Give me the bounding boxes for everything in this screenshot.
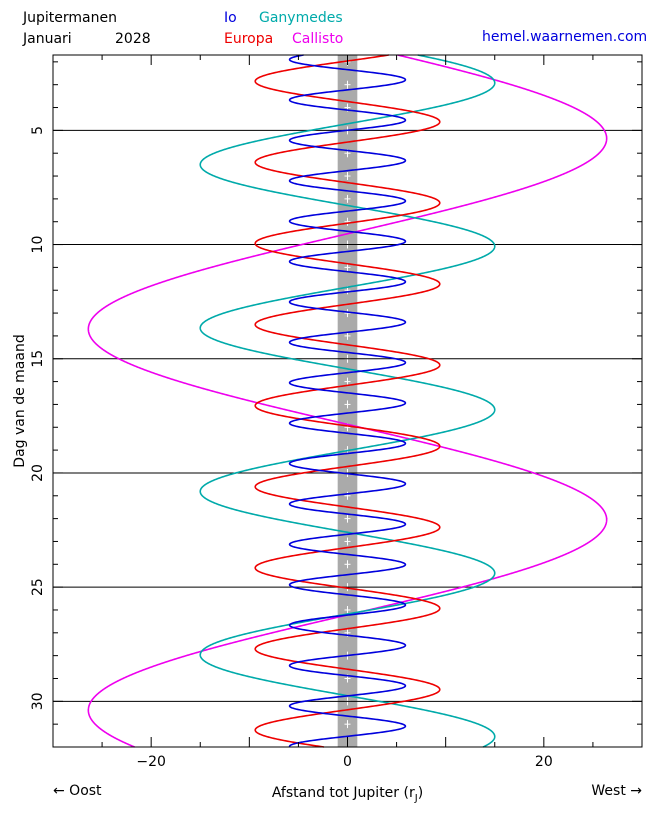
- legend-io: Io: [224, 10, 237, 26]
- year-label: 2028: [115, 31, 151, 47]
- ytick-label-25: 25: [30, 578, 46, 596]
- footer-east-label: ← Oost: [53, 783, 102, 799]
- legend-callisto: Callisto: [292, 31, 344, 47]
- ytick-label-5: 5: [30, 126, 46, 135]
- x-axis-title: Afstand tot Jupiter (rJ): [272, 785, 423, 804]
- xtick-label: 20: [535, 754, 553, 770]
- series-ganymedes: [199, 54, 496, 748]
- y-axis-title: Dag van de maand: [12, 334, 28, 467]
- ytick-label-20: 20: [30, 464, 46, 482]
- chart-title: Jupitermanen: [23, 10, 117, 26]
- footer-west-label: West →: [591, 783, 642, 799]
- website-link[interactable]: hemel.waarnemen.com: [482, 29, 648, 45]
- legend-ganymedes: Ganymedes: [259, 10, 343, 26]
- xtick-label: 0: [343, 754, 352, 770]
- month-label: Januari: [23, 31, 72, 47]
- xtick-label: −20: [136, 754, 166, 770]
- series-callisto: [87, 54, 608, 748]
- ytick-label-15: 15: [30, 350, 46, 368]
- series-europa: [254, 54, 441, 748]
- ytick-label-10: 10: [30, 236, 46, 254]
- ytick-label-30: 30: [30, 692, 46, 710]
- series-io: [288, 54, 407, 748]
- legend-europa: Europa: [224, 31, 274, 47]
